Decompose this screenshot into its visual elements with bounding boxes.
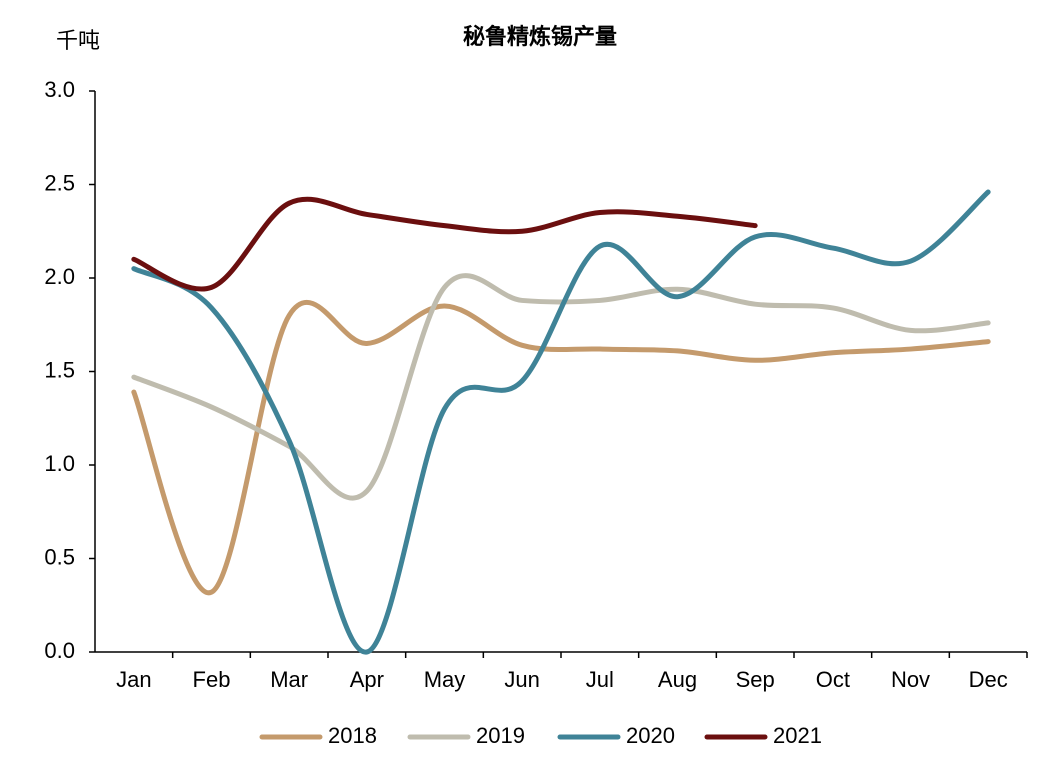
legend-label: 2021 <box>773 723 822 748</box>
x-tick-label: Jan <box>116 667 151 692</box>
legend-label: 2018 <box>328 723 377 748</box>
x-tick-label: Sep <box>736 667 775 692</box>
x-tick-label: Mar <box>270 667 308 692</box>
y-tick-label: 0.5 <box>44 544 75 569</box>
series-line <box>131 196 758 292</box>
x-tick-label: May <box>424 667 466 692</box>
y-axis-label: 千吨 <box>56 28 100 53</box>
x-tick-label: Aug <box>658 667 697 692</box>
x-tick-label: Jun <box>504 667 539 692</box>
series-line <box>131 189 991 655</box>
y-tick-label: 3.0 <box>44 77 75 102</box>
series-line <box>131 299 991 595</box>
x-tick-label: Oct <box>816 667 850 692</box>
legend-label: 2020 <box>626 723 675 748</box>
y-tick-label: 2.0 <box>44 264 75 289</box>
chart-title: 秘鲁精炼锡产量 <box>463 24 617 49</box>
series-line <box>131 273 991 501</box>
y-tick-label: 1.0 <box>44 451 75 476</box>
x-tick-label: Apr <box>350 667 384 692</box>
legend-label: 2019 <box>476 723 525 748</box>
x-tick-label: Nov <box>891 667 930 692</box>
y-tick-label: 1.5 <box>44 357 75 382</box>
y-tick-label: 0.0 <box>44 638 75 663</box>
y-tick-label: 2.5 <box>44 170 75 195</box>
x-tick-label: Jul <box>586 667 614 692</box>
x-tick-label: Feb <box>193 667 231 692</box>
x-tick-label: Dec <box>969 667 1008 692</box>
